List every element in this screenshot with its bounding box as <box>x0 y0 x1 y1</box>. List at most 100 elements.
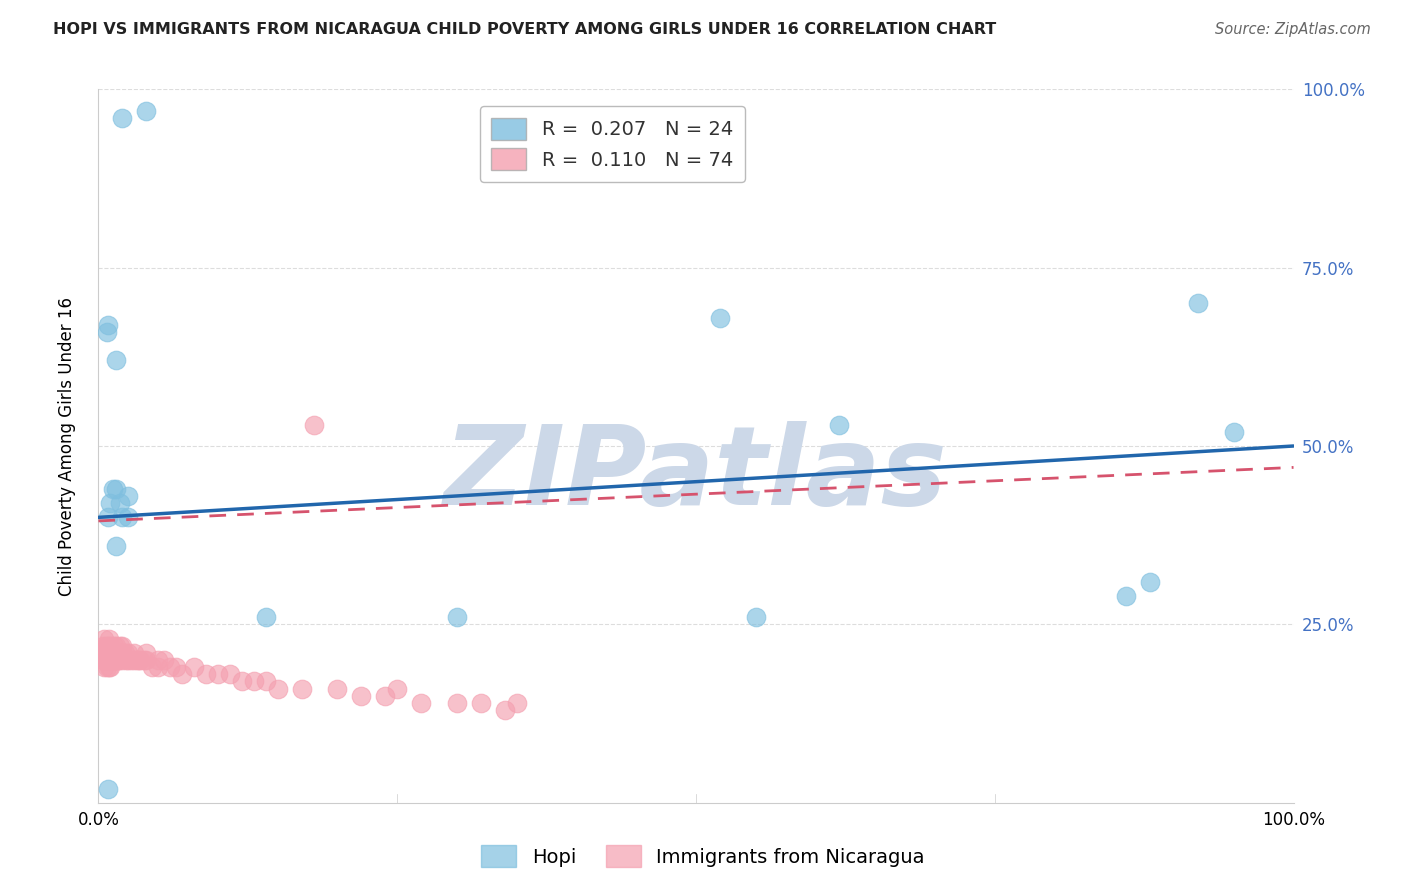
Point <box>129 653 152 667</box>
Legend: R =  0.207   N = 24, R =  0.110   N = 74: R = 0.207 N = 24, R = 0.110 N = 74 <box>479 106 745 182</box>
Y-axis label: Child Poverty Among Girls Under 16: Child Poverty Among Girls Under 16 <box>58 296 76 596</box>
Point <box>254 610 277 624</box>
Point <box>231 674 253 689</box>
Point <box>148 660 170 674</box>
Point <box>98 660 122 674</box>
Point <box>97 639 120 653</box>
Point <box>111 646 134 660</box>
Point <box>117 653 139 667</box>
Point <box>153 653 176 667</box>
Point <box>104 653 127 667</box>
Point <box>141 660 163 674</box>
Point <box>117 489 139 503</box>
Point <box>135 103 157 118</box>
Point <box>207 667 229 681</box>
Point <box>350 689 373 703</box>
Point <box>96 646 118 660</box>
Point <box>117 510 139 524</box>
Point <box>98 496 122 510</box>
Point <box>1115 589 1137 603</box>
Point <box>411 696 433 710</box>
Point <box>93 646 115 660</box>
Point <box>108 639 131 653</box>
Point <box>111 111 134 125</box>
Point <box>91 639 114 653</box>
Text: Source: ZipAtlas.com: Source: ZipAtlas.com <box>1215 22 1371 37</box>
Point <box>105 646 128 660</box>
Point <box>117 646 139 660</box>
Point <box>374 689 396 703</box>
Point <box>267 681 290 696</box>
Point <box>494 703 516 717</box>
Point <box>291 681 314 696</box>
Point <box>98 646 122 660</box>
Point <box>91 653 114 667</box>
Point <box>709 310 731 325</box>
Point <box>93 632 115 646</box>
Point <box>97 781 120 796</box>
Point <box>111 639 134 653</box>
Point <box>108 496 131 510</box>
Point <box>97 510 120 524</box>
Text: ZIPatlas: ZIPatlas <box>444 421 948 528</box>
Point <box>101 482 124 496</box>
Point <box>105 639 128 653</box>
Legend: Hopi, Immigrants from Nicaragua: Hopi, Immigrants from Nicaragua <box>474 837 932 875</box>
Point <box>446 696 468 710</box>
Point <box>302 417 325 432</box>
Point <box>96 660 118 674</box>
Point <box>385 681 409 696</box>
Point <box>183 660 205 674</box>
Point <box>98 639 122 653</box>
Point <box>219 667 242 681</box>
Point <box>124 646 146 660</box>
Point <box>94 639 117 653</box>
Point <box>506 696 529 710</box>
Point <box>97 646 120 660</box>
Point <box>91 646 114 660</box>
Point <box>254 674 277 689</box>
Point <box>128 653 150 667</box>
Point <box>1223 425 1246 439</box>
Point <box>115 653 138 667</box>
Point <box>108 646 131 660</box>
Point <box>107 646 129 660</box>
Point <box>93 660 115 674</box>
Point <box>165 660 187 674</box>
Point <box>103 639 125 653</box>
Point <box>243 674 266 689</box>
Point <box>1187 296 1209 310</box>
Point <box>97 653 120 667</box>
Point <box>107 653 129 667</box>
Point <box>107 653 129 667</box>
Point <box>446 610 468 624</box>
Point <box>101 653 124 667</box>
Point <box>135 653 157 667</box>
Point <box>94 653 117 667</box>
Point <box>125 653 148 667</box>
Point <box>98 653 122 667</box>
Point <box>132 653 155 667</box>
Point <box>1139 574 1161 589</box>
Point <box>135 646 157 660</box>
Point <box>111 653 134 667</box>
Point <box>470 696 492 710</box>
Point <box>97 318 120 332</box>
Point <box>745 610 768 624</box>
Point <box>120 653 142 667</box>
Point <box>98 632 121 646</box>
Point <box>159 660 181 674</box>
Point <box>98 660 121 674</box>
Point <box>103 646 125 660</box>
Point <box>114 646 136 660</box>
Text: HOPI VS IMMIGRANTS FROM NICARAGUA CHILD POVERTY AMONG GIRLS UNDER 16 CORRELATION: HOPI VS IMMIGRANTS FROM NICARAGUA CHILD … <box>53 22 997 37</box>
Point <box>828 417 851 432</box>
Point <box>101 646 124 660</box>
Point <box>124 653 146 667</box>
Point <box>195 667 218 681</box>
Point <box>172 667 194 681</box>
Point <box>96 325 118 339</box>
Point <box>105 482 128 496</box>
Point <box>111 510 134 524</box>
Point <box>98 646 121 660</box>
